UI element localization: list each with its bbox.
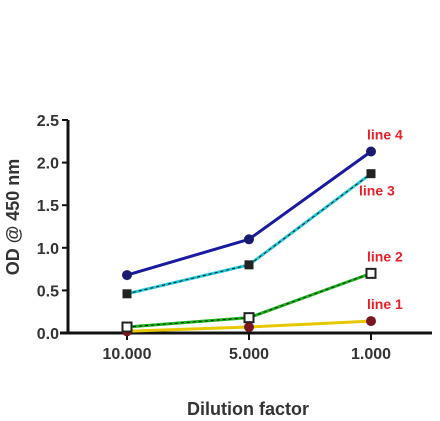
x-axis: 10.000 5.000 1.000 — [60, 331, 432, 363]
data-point — [243, 312, 255, 324]
data-point — [244, 322, 254, 333]
series-4: line 4 — [122, 127, 403, 281]
data-point — [366, 146, 376, 157]
data-point — [366, 316, 376, 327]
series-label: line 2 — [367, 248, 403, 264]
data-point — [244, 234, 254, 245]
series-line-dash — [126, 173, 372, 295]
data-point — [122, 289, 132, 299]
y-tick-label: 2.5 — [37, 113, 59, 130]
data-point — [366, 169, 376, 179]
y-tick-label: 0.5 — [37, 283, 59, 300]
y-axis-title: OD @ 450 nm — [3, 159, 23, 276]
series-1: line 1 — [122, 296, 403, 337]
y-axis: 0.0 0.5 1.0 1.5 2.0 2.5 — [37, 113, 70, 343]
series-label: line 4 — [367, 127, 403, 143]
x-tick-label: 1.000 — [351, 346, 391, 363]
series-label: line 3 — [359, 183, 395, 199]
series-layer: line 1 line 2 line 3 line 4 — [121, 127, 403, 337]
data-point — [121, 321, 133, 333]
y-tick-label: 2.0 — [37, 156, 59, 173]
series-3: line 3 — [122, 169, 395, 299]
series-line — [125, 172, 373, 296]
x-tick-label: 10.000 — [103, 346, 152, 363]
y-tick-label: 1.5 — [37, 198, 59, 215]
series-line — [125, 150, 373, 277]
series-2: line 2 — [121, 248, 403, 333]
x-axis-title: Dilution factor — [187, 399, 309, 419]
series-label: line 1 — [367, 296, 403, 312]
data-point — [365, 267, 377, 279]
y-tick-label: 1.0 — [37, 241, 59, 258]
data-point — [122, 270, 132, 281]
x-tick-label: 5.000 — [229, 346, 269, 363]
y-tick-label: 0.0 — [37, 326, 59, 343]
data-point — [244, 260, 254, 270]
